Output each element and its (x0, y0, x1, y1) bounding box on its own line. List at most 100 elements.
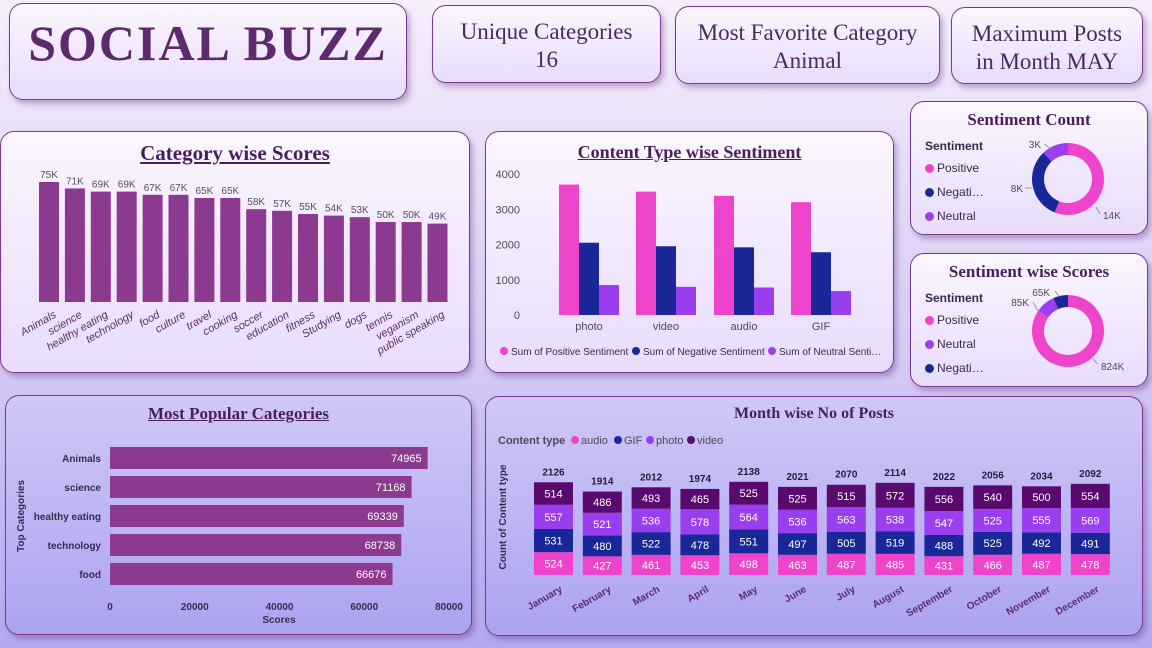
bar (579, 242, 599, 315)
bar-segment (826, 531, 866, 554)
kpi-favorite-category: Most Favorite Category Animal (675, 6, 940, 84)
data-label: 556 (935, 494, 953, 506)
legend-dot-icon (500, 347, 508, 355)
legend-label: Sum of Neutral Senti… (779, 347, 881, 358)
data-label: 525 (984, 538, 1002, 550)
data-label: 8K (1011, 184, 1024, 195)
neutral-dot-icon (925, 212, 934, 222)
kpi-label: Most Favorite Category (697, 20, 918, 45)
bar (754, 287, 774, 315)
y-tick-label: science (64, 483, 101, 494)
data-label: 578 (691, 517, 709, 529)
data-label: 564 (740, 512, 758, 524)
y-axis-label: Top Categories (16, 480, 27, 552)
sentiment-scores-legend: Sentiment Positive Neutral Negati… (925, 291, 984, 385)
data-label: 69339 (367, 511, 398, 523)
bar (559, 184, 579, 315)
legend-item-positive[interactable]: Positive (925, 313, 984, 327)
data-label: 49K (429, 212, 447, 223)
bar (427, 223, 448, 302)
x-tick-label: 80000 (435, 602, 463, 613)
data-label: 65K (221, 186, 239, 197)
legend-dot-icon (687, 436, 695, 444)
kpi-value: in Month MAY (975, 49, 1119, 74)
sentiment-count-donut: 14K 8K 3K (1011, 140, 1121, 222)
legend-title: Sentiment (925, 139, 984, 153)
bar (110, 563, 393, 585)
data-label: 461 (642, 560, 660, 572)
bar-segment (875, 507, 915, 532)
data-label: 74965 (391, 453, 422, 465)
bar-segment (680, 534, 720, 556)
bar-segment (826, 553, 866, 575)
data-label: 478 (691, 540, 709, 552)
y-tick-label: 4000 (496, 169, 520, 181)
x-tick-label: April (686, 584, 711, 605)
data-label: 66676 (356, 569, 387, 581)
data-label: 466 (984, 560, 1002, 572)
legend-dot-icon (646, 436, 654, 444)
donut-slice (1032, 152, 1060, 213)
data-label: 525 (984, 515, 1002, 527)
data-label: 3K (1029, 140, 1042, 151)
bar-segment (1070, 483, 1110, 508)
legend-label: Positive (937, 313, 980, 327)
legend-item-neutral[interactable]: Neutral (925, 209, 984, 223)
legend-label: Sum of Negative Sentiment (643, 347, 765, 358)
bar-segment (729, 529, 769, 554)
data-label: 67K (170, 183, 188, 194)
x-tick-label: 20000 (181, 602, 209, 613)
kpi-value: 16 (535, 47, 558, 72)
bar-segment (778, 533, 817, 555)
bar-segment (729, 481, 769, 505)
legend-item-positive[interactable]: Positive (925, 161, 984, 175)
bar (791, 202, 811, 315)
data-label: 453 (691, 560, 709, 572)
data-label: 69K (92, 180, 110, 191)
bar-segment (631, 554, 671, 575)
data-label: 50K (403, 210, 421, 221)
legend-item-neutral[interactable]: Neutral (925, 337, 984, 351)
bar (246, 209, 267, 302)
data-label: 58K (247, 197, 265, 208)
legend-title: Content type (498, 435, 565, 447)
data-label: 540 (984, 492, 1002, 504)
bar (168, 194, 189, 302)
header-card: SOCIAL BUZZ (9, 3, 407, 100)
y-tick-label: technology (48, 541, 102, 552)
x-tick-label: October (965, 584, 1004, 613)
data-label: 463 (788, 560, 806, 572)
data-label: 492 (1032, 538, 1050, 550)
bar (323, 215, 344, 302)
legend-item-negative[interactable]: Negati… (925, 361, 984, 375)
bar (110, 476, 412, 498)
y-axis-label: Count of Content type (498, 464, 509, 569)
legend-item-negative[interactable]: Negati… (925, 185, 984, 199)
legend-label: Sum of Positive Sentiment (511, 347, 628, 358)
bar-segment (729, 504, 769, 530)
data-label: 555 (1032, 515, 1050, 527)
bar (636, 191, 656, 315)
x-tick-label: 40000 (266, 602, 294, 613)
data-label: 493 (642, 493, 660, 505)
legend-dot-icon (768, 347, 776, 355)
data-label: 538 (886, 514, 904, 526)
data-label: 68738 (365, 540, 396, 552)
bar-segment (680, 509, 720, 535)
bar (349, 217, 370, 302)
y-tick-label: 2000 (496, 240, 520, 252)
sentiment-count-card: Sentiment Count Sentiment Positive Negat… (910, 101, 1148, 235)
bar-segment (680, 555, 720, 575)
total-label: 2092 (1079, 469, 1102, 480)
legend-dot-icon (614, 436, 622, 444)
bar-segment (534, 529, 573, 553)
positive-dot-icon (925, 164, 934, 174)
chart-title: Month wise No of Posts (734, 405, 894, 422)
x-tick-label: May (737, 584, 760, 603)
leader-line (1043, 143, 1052, 150)
bar-segment (924, 534, 964, 557)
monthly-posts-chart: Content type audio GIF photo video Count of C… (498, 435, 1110, 620)
y-tick-label: healthy eating (34, 512, 101, 523)
